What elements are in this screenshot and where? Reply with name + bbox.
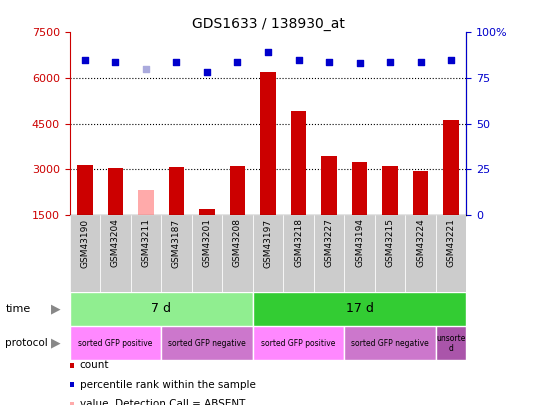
Text: ▶: ▶ [51,302,61,315]
Point [416,58,425,65]
Text: sorted GFP positive: sorted GFP positive [262,339,336,348]
Text: protocol: protocol [5,338,48,348]
Text: count: count [79,360,109,370]
Bar [314,215,344,292]
Point [142,66,150,72]
Text: sorted GFP negative: sorted GFP negative [168,339,246,348]
Bar [283,215,314,292]
Bar [70,215,100,292]
Text: GSM43227: GSM43227 [324,219,333,267]
Text: GSM43187: GSM43187 [172,219,181,268]
Bar [436,326,466,360]
Text: unsorte
d: unsorte d [436,334,466,353]
Title: GDS1633 / 138930_at: GDS1633 / 138930_at [191,17,345,31]
Bar [161,215,192,292]
Text: sorted GFP positive: sorted GFP positive [78,339,153,348]
Text: value, Detection Call = ABSENT: value, Detection Call = ABSENT [79,399,245,405]
Bar [77,164,93,215]
Bar [443,121,459,215]
Bar [192,215,222,292]
Text: percentile rank within the sample: percentile rank within the sample [79,380,256,390]
Bar [253,326,344,360]
Point [447,56,456,63]
Bar [253,215,283,292]
Text: 7 d: 7 d [151,302,171,315]
Bar [199,209,214,215]
Bar [413,171,428,215]
Text: GSM43221: GSM43221 [446,219,456,267]
Text: GSM43208: GSM43208 [233,219,242,267]
Text: GSM43211: GSM43211 [142,219,151,267]
Bar [344,326,436,360]
Text: GSM43190: GSM43190 [80,219,90,268]
Point [233,58,242,65]
Point [111,58,120,65]
Text: GSM43204: GSM43204 [111,219,120,267]
Bar [230,166,245,215]
Bar [70,326,161,360]
Bar [260,72,276,215]
Point [264,49,272,55]
Point [203,69,211,76]
Text: ▶: ▶ [51,337,61,350]
Bar [344,215,375,292]
Bar [291,111,306,215]
Bar [70,292,253,326]
Bar [161,326,253,360]
Bar [108,168,123,215]
Point [386,58,394,65]
Point [294,56,303,63]
Point [80,56,89,63]
Text: 17 d: 17 d [346,302,374,315]
Text: GSM43215: GSM43215 [385,219,394,267]
Bar [436,215,466,292]
Bar [253,292,466,326]
Text: GSM43197: GSM43197 [264,219,272,268]
Text: GSM43194: GSM43194 [355,219,364,267]
Text: time: time [5,304,31,314]
Point [172,58,181,65]
Bar [131,215,161,292]
Bar [352,162,367,215]
Text: GSM43218: GSM43218 [294,219,303,267]
Text: sorted GFP negative: sorted GFP negative [351,339,429,348]
Point [355,60,364,66]
Text: GSM43201: GSM43201 [203,219,212,267]
Bar [322,156,337,215]
Bar [405,215,436,292]
Bar [169,167,184,215]
Text: GSM43224: GSM43224 [416,219,425,267]
Bar [138,190,154,215]
Point [325,58,333,65]
Bar [382,166,398,215]
Bar [222,215,253,292]
Bar [375,215,405,292]
Bar [100,215,131,292]
